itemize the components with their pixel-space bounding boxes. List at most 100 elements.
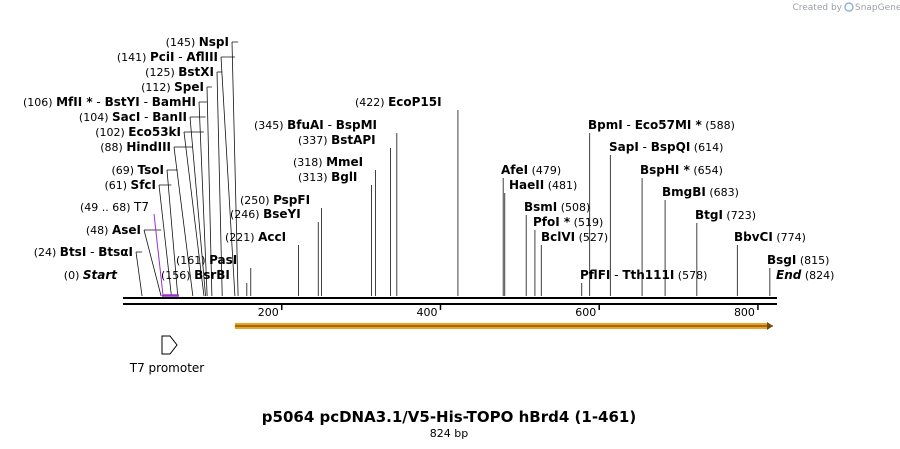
axis-tick-label: 400: [416, 306, 437, 319]
enzyme-label-bclvi[interactable]: BclVI (527): [541, 230, 608, 244]
cut-line: [220, 56, 236, 297]
enzyme-label-text: (102) Eco53kI: [95, 125, 181, 139]
enzyme-label-text: (221) AccI: [225, 230, 286, 244]
enzyme-label-text: (246) BseYI: [230, 207, 301, 221]
enzyme-label-mmei[interactable]: (318) MmeI: [293, 155, 363, 169]
enzyme-label-text: (106) MfII * - BstYI - BamHI: [23, 95, 196, 109]
enzyme-label-text: (145) NspI: [166, 35, 229, 49]
enzyme-label-text: (318) MmeI: [293, 155, 363, 169]
enzyme-label-text: AfeI (479): [501, 163, 561, 177]
enzyme-label-sapi[interactable]: SapI - BspQI (614): [609, 140, 723, 154]
credit-text: Created by: [792, 3, 842, 13]
start-label: (0) Start: [64, 268, 118, 282]
enzyme-label-bmgbi[interactable]: BmgBI (683): [662, 185, 739, 199]
cut-line: [166, 169, 179, 297]
enzyme-label-saci[interactable]: (104) SacI - BanII: [79, 110, 187, 124]
orf-arrowhead-icon: [767, 322, 773, 330]
enzyme-label-bfuai[interactable]: (345) BfuAI - BspMI: [254, 118, 377, 132]
enzyme-label-mfii[interactable]: (106) MfII * - BstYI - BamHI: [23, 95, 196, 109]
enzyme-label-bgli[interactable]: (313) BglI: [298, 170, 357, 184]
sequence-backbone[interactable]: [123, 297, 777, 305]
enzyme-label-text: (156) BsrBI: [161, 268, 230, 282]
enzyme-label-bpmi[interactable]: BpmI - Eco57MI * (588): [588, 118, 735, 132]
enzyme-label-text: BsgI (815): [767, 253, 829, 267]
enzyme-label-afei[interactable]: AfeI (479): [501, 163, 561, 177]
enzyme-label-bsphi[interactable]: BspHI * (654): [640, 163, 723, 177]
enzyme-label-text: BsmI (508): [524, 200, 590, 214]
enzyme-label-acci[interactable]: (221) AccI: [225, 230, 286, 244]
enzyme-label-text: (422) EcoP15I: [355, 95, 442, 109]
enzyme-label-text: (88) HindIII: [100, 140, 171, 154]
t7-promoter-arrow[interactable]: T7 promoter: [129, 335, 205, 375]
cut-line: [198, 101, 208, 297]
enzyme-label-btgi[interactable]: BtgI (723): [695, 208, 756, 222]
cut-line: [206, 86, 213, 297]
t7-feature-line: [153, 213, 164, 295]
enzyme-label-text: HaeII (481): [509, 178, 577, 192]
enzyme-label-text: PflFI - Tth111I (578): [580, 268, 707, 282]
cut-line: [231, 41, 239, 297]
enzyme-label-text: (48) AseI: [86, 223, 141, 237]
enzyme-label-text: BclVI (527): [541, 230, 608, 244]
cut-line: [183, 131, 205, 297]
enzyme-label-text: (161) PasI: [176, 253, 237, 267]
enzyme-label-asei[interactable]: (48) AseI: [86, 223, 141, 237]
promoter-label: T7 promoter: [129, 361, 205, 375]
start-label-text: (0) Start: [64, 268, 118, 282]
enzyme-labels: (145) NspI(141) PciI - AflIII(125) BstXI…: [23, 35, 834, 282]
enzyme-label-text: (250) PspFI: [240, 193, 310, 207]
enzyme-label-sfci[interactable]: (61) SfcI: [104, 178, 156, 192]
axis-tick-label: 600: [575, 306, 596, 319]
axis-ticks: 200 400 600 800: [258, 304, 759, 319]
cut-line: [135, 251, 143, 297]
enzyme-label-text: (61) SfcI: [104, 178, 156, 192]
enzyme-label-text: PfoI * (519): [533, 215, 603, 229]
enzyme-label-text: (104) SacI - BanII: [79, 110, 187, 124]
enzyme-label-pasi[interactable]: (161) PasI: [176, 253, 237, 267]
enzyme-label-text: BbvCI (774): [734, 230, 806, 244]
cut-line: [216, 71, 223, 297]
map-length: 824 bp: [430, 427, 468, 440]
enzyme-label-text: (112) SpeI: [141, 80, 204, 94]
enzyme-label-tsoi[interactable]: (69) TsoI: [111, 163, 164, 177]
enzyme-label-bsmi[interactable]: BsmI (508): [524, 200, 590, 214]
enzyme-label-pfoi[interactable]: PfoI * (519): [533, 215, 603, 229]
enzyme-label-text: BtgI (723): [695, 208, 756, 222]
enzyme-label-pspfi[interactable]: (250) PspFI: [240, 193, 310, 207]
orf-arrow[interactable]: [234, 322, 773, 330]
enzyme-label-text: BpmI - Eco57MI * (588): [588, 118, 735, 132]
enzyme-label-bseyi[interactable]: (246) BseYI: [230, 207, 301, 221]
t7-feature-label-text: (49 .. 68) T7: [80, 200, 149, 214]
enzyme-label-bbvci[interactable]: BbvCI (774): [734, 230, 806, 244]
enzyme-label-ecop15i[interactable]: (422) EcoP15I: [355, 95, 442, 109]
enzyme-label-pcii[interactable]: (141) PciI - AflIII: [117, 50, 218, 64]
enzyme-label-btsi[interactable]: (24) BtsI - BtsαI: [34, 245, 133, 259]
enzyme-label-bstxi[interactable]: (125) BstXI: [145, 65, 214, 79]
t7-feature-label[interactable]: (49 .. 68) T7: [80, 200, 149, 214]
enzyme-label-text: (24) BtsI - BtsαI: [34, 245, 133, 259]
enzyme-label-haeii[interactable]: HaeII (481): [509, 178, 577, 192]
enzyme-label-text: BspHI * (654): [640, 163, 723, 177]
enzyme-label-text: (125) BstXI: [145, 65, 214, 79]
cut-site-lines: [135, 41, 771, 297]
enzyme-label-text: (337) BstAPI: [298, 133, 376, 147]
enzyme-label-text: (313) BglI: [298, 170, 357, 184]
snapgene-logo-icon: [844, 2, 854, 12]
enzyme-label-bstapi[interactable]: (337) BstAPI: [298, 133, 376, 147]
enzyme-label-bsrbi[interactable]: (156) BsrBI: [161, 268, 230, 282]
cut-line: [158, 184, 172, 297]
enzyme-label-pflfi[interactable]: PflFI - Tth111I (578): [580, 268, 707, 282]
enzyme-label-bsgi[interactable]: BsgI (815): [767, 253, 829, 267]
enzyme-label-text: (69) TsoI: [111, 163, 164, 177]
axis-tick-label: 800: [734, 306, 755, 319]
enzyme-label-spei[interactable]: (112) SpeI: [141, 80, 204, 94]
enzyme-label-nspi[interactable]: (145) NspI: [166, 35, 229, 49]
enzyme-label-eco53ki[interactable]: (102) Eco53kI: [95, 125, 181, 139]
end-label-text: End (824): [776, 268, 834, 282]
brand-text: SnapGene: [855, 3, 900, 13]
enzyme-label-hindiii[interactable]: (88) HindIII: [100, 140, 171, 154]
cut-line: [173, 146, 194, 297]
axis-tick-label: 200: [258, 306, 279, 319]
